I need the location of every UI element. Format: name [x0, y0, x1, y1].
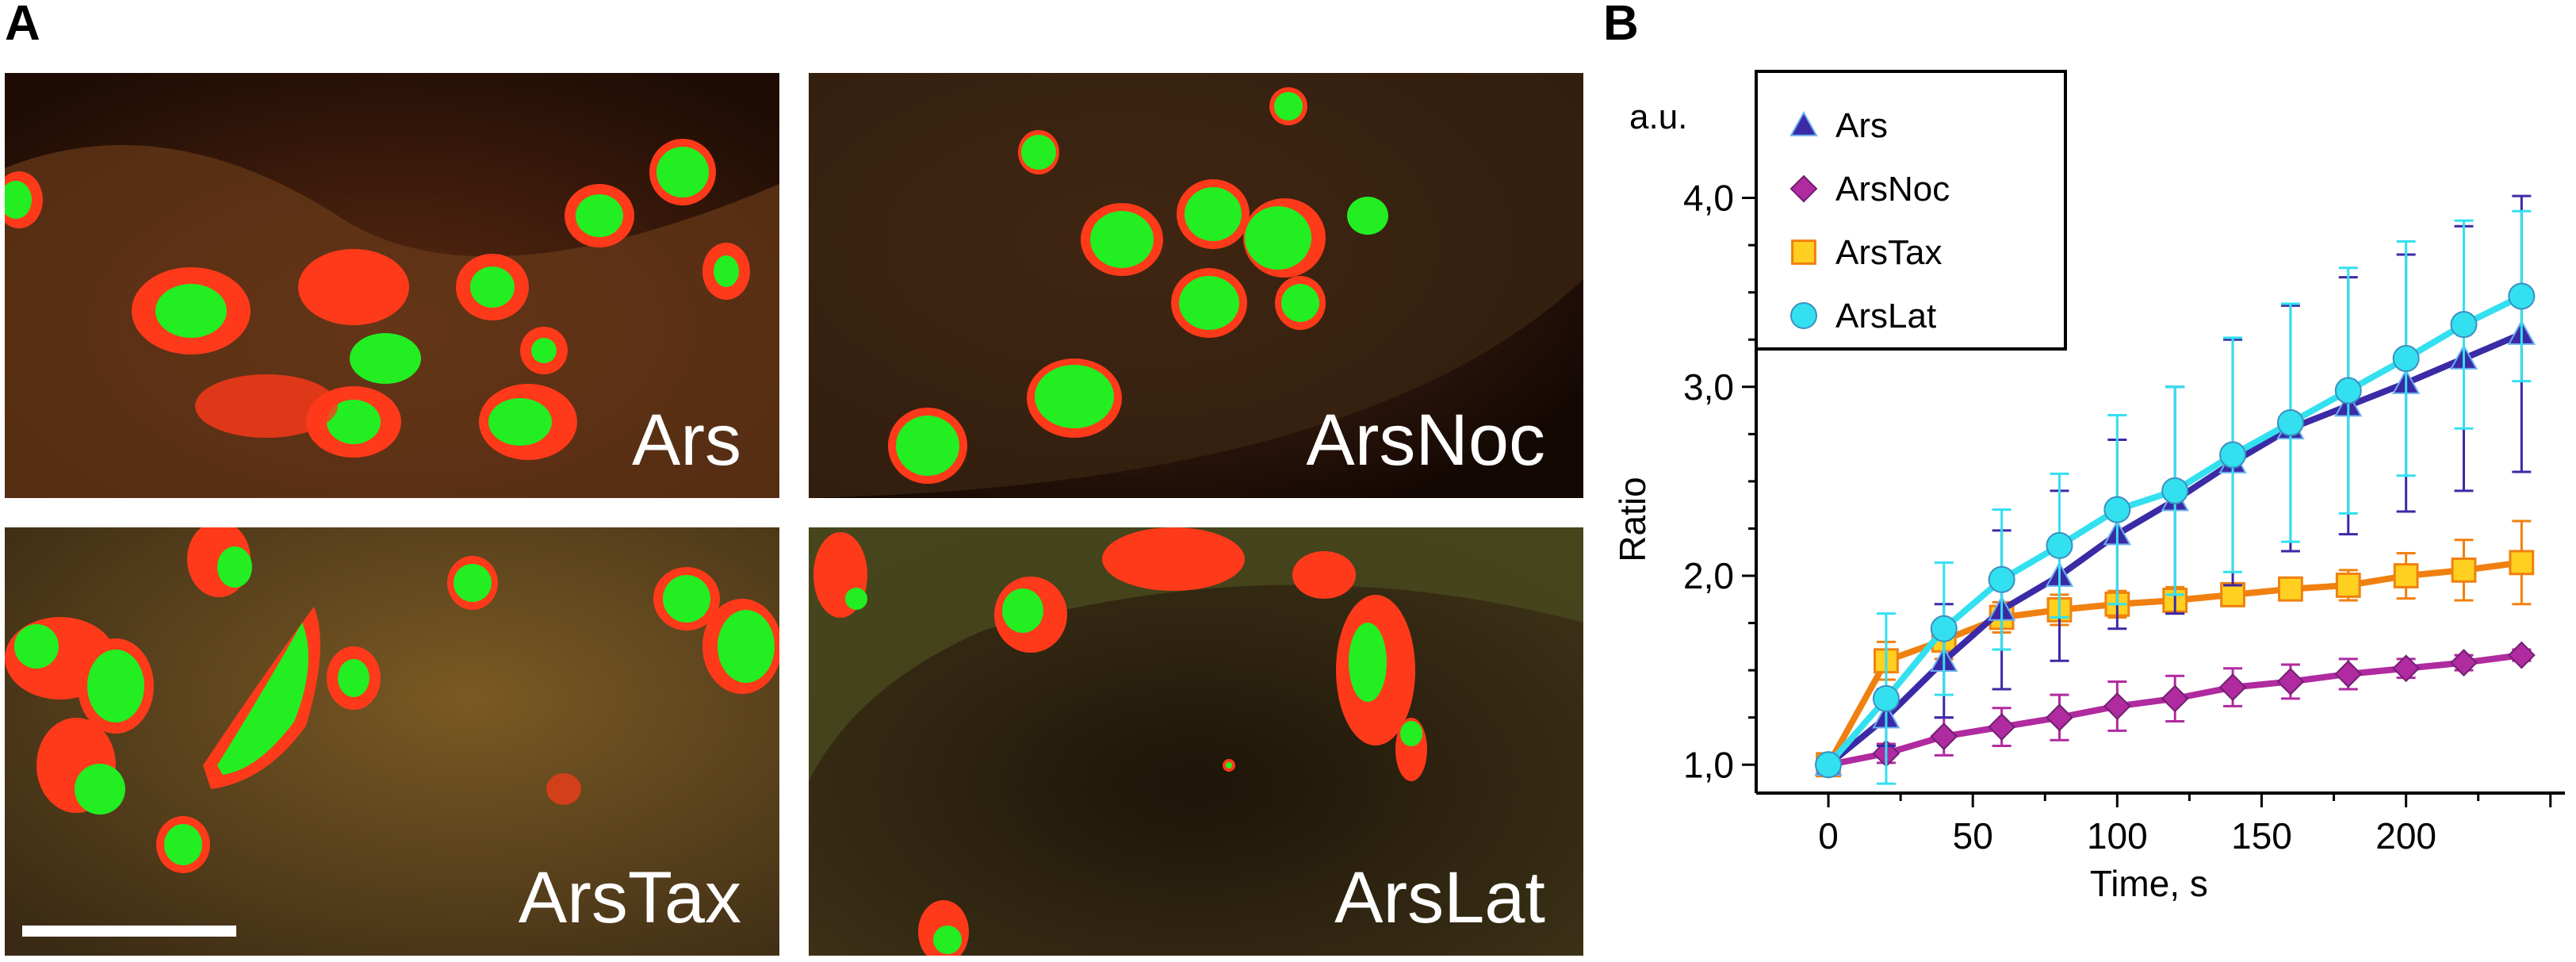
legend-label-arstax: ArsTax: [1835, 233, 1942, 272]
micrograph-label-ars: Ars: [632, 400, 741, 481]
data-point: [2046, 531, 2073, 559]
data-point: [2219, 441, 2247, 469]
data-point: [2392, 654, 2421, 683]
x-tick-label: 100: [2087, 815, 2148, 857]
legend-label-ars: Ars: [1835, 106, 1888, 145]
micrograph-label-arslat: ArsLat: [1334, 857, 1545, 938]
data-point: [2103, 496, 2131, 523]
legend-marker-arstax: [1791, 240, 1816, 265]
legend-label-arslat: ArsLat: [1835, 297, 1936, 335]
series-layer: [1814, 194, 2536, 785]
micrograph-arstax: ArsTax: [5, 527, 779, 956]
y-tick-label: 4,0: [1683, 178, 1734, 219]
data-point: [1930, 615, 1958, 642]
data-point: [2450, 649, 2478, 677]
y-axis-label: Ratio: [1612, 477, 1653, 561]
micrograph-ars: Ars: [5, 73, 779, 498]
data-point: [2161, 477, 2189, 504]
data-point: [1930, 722, 1958, 750]
x-tick-label: 200: [2375, 815, 2436, 857]
y-tick-label: 2,0: [1683, 555, 1734, 596]
data-point: [2509, 550, 2535, 576]
micrograph-ars-image: [5, 73, 779, 498]
micrograph-arsnoc: ArsNoc: [809, 73, 1583, 498]
micrograph-label-arstax: ArsTax: [518, 857, 741, 938]
legend: Ars ArsNoc ArsTax ArsLat: [1755, 70, 2067, 351]
data-point: [2450, 311, 2478, 339]
data-point: [2218, 673, 2247, 702]
scale-bar: [22, 926, 236, 937]
legend-box: [1755, 70, 2067, 351]
data-point: [1872, 684, 1900, 712]
data-point: [2220, 581, 2245, 607]
data-point: [2334, 660, 2363, 688]
panel-label-a: A: [5, 0, 40, 51]
data-point: [2392, 345, 2420, 373]
y-unit-label: a.u.: [1629, 98, 1687, 136]
legend-label-arsnoc: ArsNoc: [1835, 170, 1950, 209]
micrograph-arslat: ArsLat: [809, 527, 1583, 956]
data-point: [1988, 565, 2015, 593]
data-point: [2276, 668, 2305, 696]
micrograph-arsnoc-image: [809, 73, 1583, 498]
data-point: [2161, 684, 2189, 713]
data-point: [2393, 563, 2419, 588]
data-point: [2334, 377, 2362, 404]
micrograph-arslat-image: [809, 527, 1583, 956]
legend-marker-ars: [1789, 110, 1818, 136]
data-point: [2278, 576, 2303, 602]
micrograph-arstax-image: [5, 527, 779, 956]
data-point: [2507, 641, 2536, 669]
data-point: [2335, 573, 2361, 598]
x-tick-label: 50: [1953, 815, 1993, 857]
data-point: [2451, 557, 2477, 583]
line-chart: 0 50 100 150 200 1,0 2,0 3,0 4,0 Time, s Ratio a.u.…: [1612, 70, 2565, 904]
x-axis-label: Time, s: [2090, 863, 2208, 904]
data-point: [2508, 282, 2536, 310]
series-arsnoc: [1814, 641, 2536, 779]
panel-label-b: B: [1603, 0, 1639, 51]
data-point: [2046, 703, 2073, 732]
x-tick-label: 150: [2231, 815, 2292, 857]
micrograph-label-arsnoc: ArsNoc: [1306, 400, 1545, 481]
data-point: [2276, 409, 2304, 437]
legend-marker-arsnoc: [1789, 174, 1818, 203]
series-arslat: [1815, 209, 2536, 785]
data-point: [1815, 751, 1843, 779]
data-point: [2103, 692, 2131, 720]
data-point: [1988, 713, 2016, 742]
legend-marker-arslat: [1790, 302, 1817, 329]
y-tick-label: 3,0: [1683, 366, 1734, 408]
x-tick-label: 0: [1818, 815, 1839, 857]
y-tick-label: 1,0: [1683, 744, 1734, 785]
